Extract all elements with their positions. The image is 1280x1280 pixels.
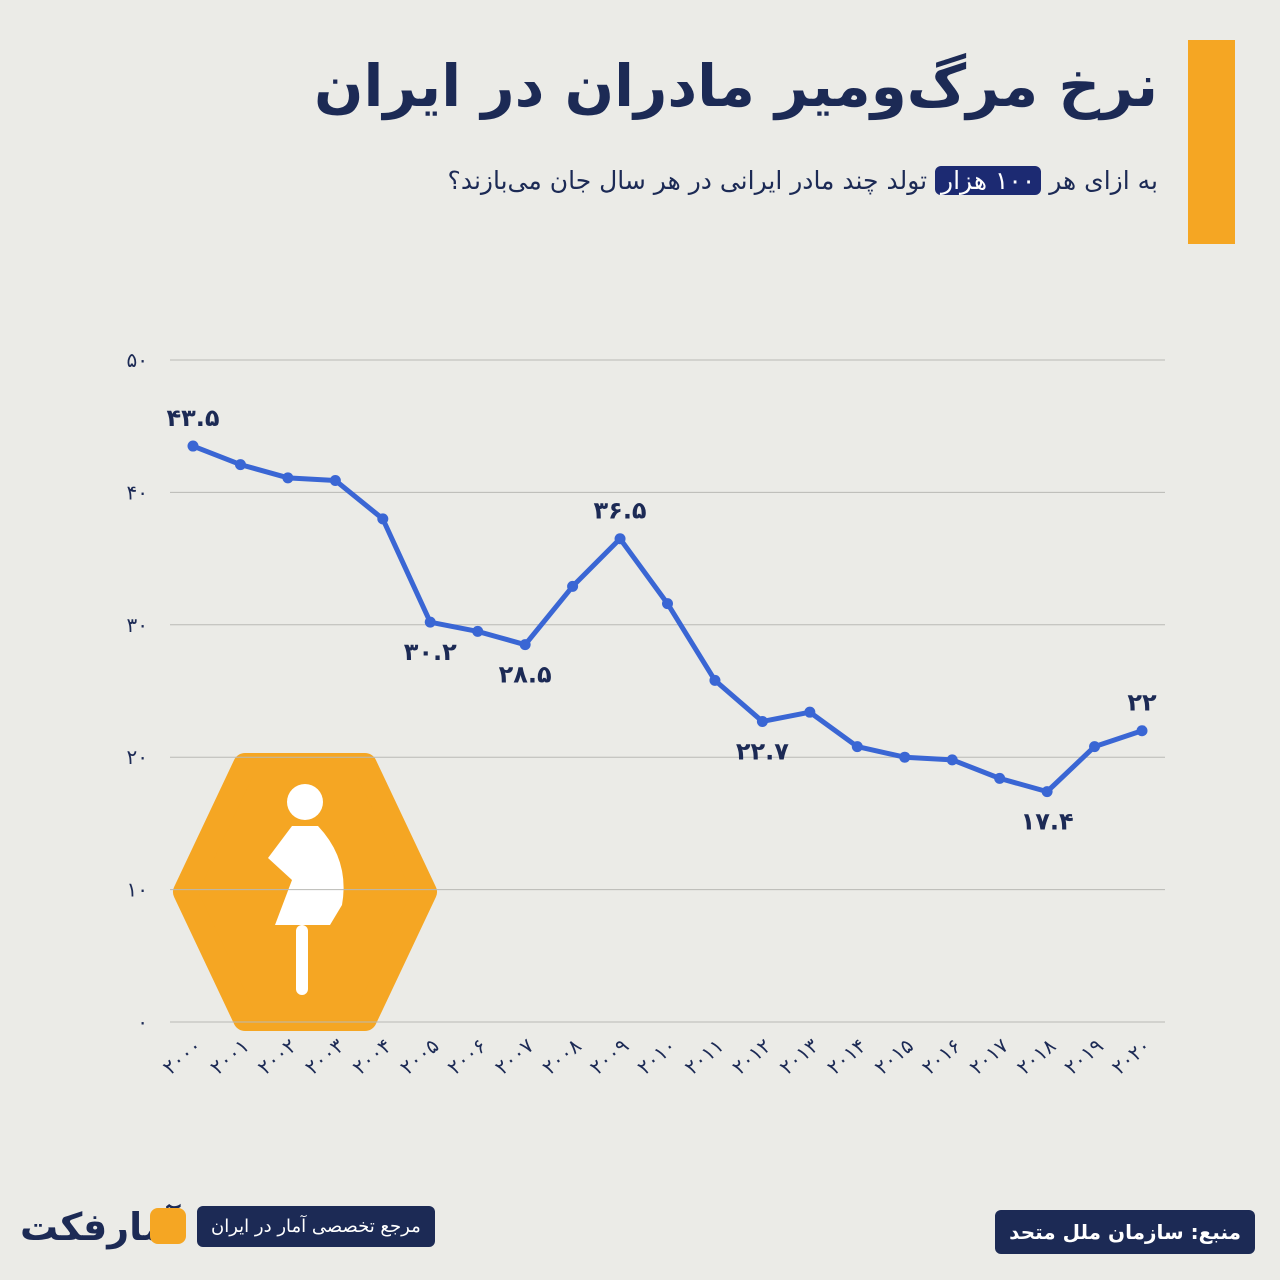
x-tick-label: ۲۰۱۳	[775, 1033, 824, 1079]
point	[709, 674, 721, 686]
x-tick-label: ۲۰۱۸	[1012, 1033, 1061, 1079]
x-tick-label: ۲۰۱۶	[917, 1033, 965, 1079]
point	[187, 440, 199, 452]
x-tick-label: ۲۰۱۲	[727, 1033, 775, 1079]
point	[899, 751, 911, 763]
x-tick-label: ۲۰۰۷	[490, 1033, 539, 1079]
point	[1041, 786, 1053, 798]
point	[567, 580, 579, 592]
point	[519, 639, 531, 651]
x-tick-label: ۲۰۰۹	[585, 1033, 633, 1079]
tagline: مرجع تخصصی آمار در ایران	[197, 1206, 435, 1247]
y-tick-label: ۲۰	[127, 745, 148, 769]
value-label: ۲۲.۷	[736, 737, 789, 765]
point	[377, 513, 389, 525]
subtitle: به ازای هر ۱۰۰ هزار تولد چند مادر ایرانی…	[448, 166, 1158, 195]
point	[851, 741, 863, 753]
point	[662, 598, 673, 610]
value-label: ۴۳.۵	[166, 404, 219, 432]
point	[1136, 725, 1148, 737]
x-tick-label: ۲۰۰۵	[395, 1033, 443, 1079]
title: نرخ مرگ‌ومیر مادران در ایران	[313, 52, 1158, 120]
y-tick-label: ۰	[137, 1010, 148, 1034]
y-tick-label: ۵۰	[127, 348, 148, 372]
value-label: ۳۰.۲	[404, 638, 457, 666]
x-tick-label: ۲۰۱۷	[965, 1033, 1014, 1079]
source: منبع: سازمان ملل متحد	[995, 1210, 1255, 1254]
y-tick-label: ۳۰	[127, 613, 148, 637]
value-label: ۲۸.۵	[499, 661, 552, 689]
point	[756, 715, 768, 727]
x-tick-label: ۲۰۰۳	[300, 1033, 349, 1079]
x-tick-label: ۲۰۱۱	[680, 1033, 728, 1079]
brand-icon	[150, 1208, 186, 1244]
subtitle-start: به ازای هر	[1049, 166, 1158, 195]
point	[329, 474, 341, 486]
point	[234, 459, 246, 471]
icon	[173, 753, 437, 1031]
point	[994, 772, 1006, 784]
line	[192, 443, 1143, 795]
point	[946, 754, 958, 766]
x-tick-label: ۲۰۰۸	[537, 1033, 586, 1079]
x-tick-label: ۲۰۰۲	[253, 1033, 301, 1079]
x-tick-label: ۲۰۱۵	[870, 1033, 918, 1079]
point	[472, 625, 484, 637]
point	[804, 706, 816, 718]
value-label: ۱۷.۴	[1021, 808, 1074, 836]
y-tick-label: ۱۰	[127, 878, 148, 902]
subtitle-highlight: ۱۰۰ هزار	[935, 166, 1042, 195]
x-tick-label: ۲۰۱۹	[1059, 1033, 1107, 1079]
x-tick-label: ۲۰۲۰	[1107, 1033, 1155, 1079]
x-tick-label: ۲۰۰۱	[205, 1033, 253, 1079]
value-label: ۲۲	[1127, 689, 1157, 717]
value-label: ۳۶.۵	[594, 497, 647, 525]
point	[1089, 741, 1101, 753]
y-tick-label: ۴۰	[127, 480, 148, 504]
x-tick-label: ۲۰۱۴	[822, 1033, 870, 1079]
accent-bar	[1188, 40, 1235, 244]
point	[614, 533, 626, 545]
subtitle-end: تولد چند مادر ایرانی در هر سال جان می‌با…	[447, 166, 928, 195]
x-tick-label: ۲۰۱۰	[632, 1033, 680, 1079]
x-tick-label: ۲۰۰۰	[158, 1033, 206, 1079]
point	[424, 616, 436, 628]
point	[282, 472, 294, 484]
x-tick-label: ۲۰۰۴	[348, 1033, 396, 1079]
x-tick-label: ۲۰۰۶	[443, 1033, 491, 1079]
